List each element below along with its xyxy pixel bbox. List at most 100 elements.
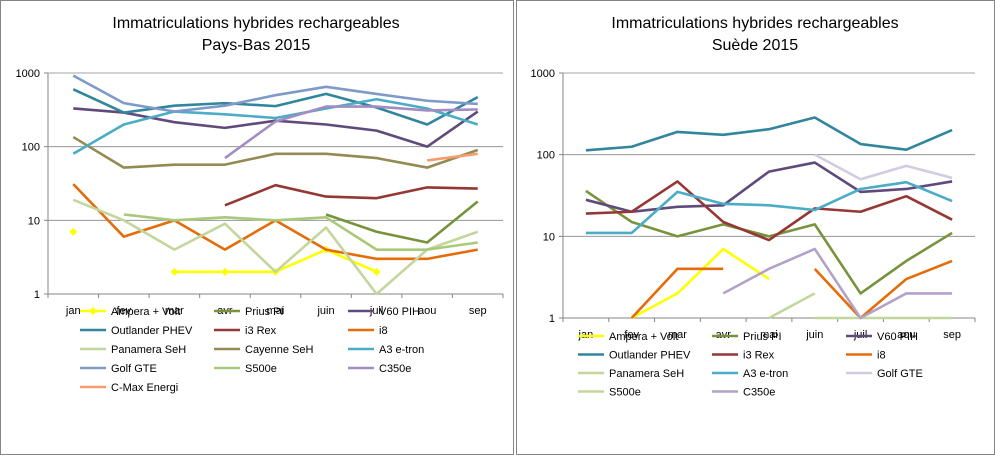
series-i3-rex (224, 183, 478, 207)
legend-item: i3 Rex (712, 350, 775, 362)
series-line (722, 247, 953, 320)
series-line (630, 267, 724, 319)
series-line (585, 116, 953, 152)
legend-label: Ampera + Volt (111, 306, 180, 318)
legend-item: S500e (578, 387, 641, 399)
series-line (585, 161, 953, 214)
series-line (585, 180, 953, 242)
legend-label: i8 (877, 350, 886, 362)
series-line (813, 259, 953, 320)
legend-label: i8 (379, 325, 388, 337)
legend-item: i8 (348, 325, 388, 337)
legend-label: i3 Rex (245, 325, 277, 337)
series-line (224, 183, 478, 207)
legend: Ampera + Volt Prius PI V60 PIH Outlander PH… (80, 306, 424, 394)
y-tick-label: 1 (34, 289, 40, 301)
series-line (814, 153, 953, 181)
legend-label: C350e (379, 363, 411, 375)
x-tick-label: mar (668, 329, 687, 341)
y-tick-label: 1000 (531, 68, 555, 80)
series-outlander-phev (72, 88, 479, 126)
legend-label: S500e (245, 363, 277, 375)
data-point (220, 267, 229, 276)
legend-label: V60 PIH (877, 331, 918, 343)
legend-label: Golf GTE (111, 363, 157, 375)
legend-label: C-Max Energi (111, 382, 178, 394)
series-a3-e-tron (72, 97, 479, 155)
series-panamera-seh (72, 198, 479, 296)
chart-title-line1: Immatriculations hybrides rechargeables (611, 15, 898, 32)
series-golf-gte (72, 74, 478, 113)
legend-label: Prius PI (245, 306, 284, 318)
series-line (585, 180, 953, 235)
x-tick-label: aou (418, 305, 436, 317)
chart-pays-bas: Immatriculations hybrides rechargeables … (0, 0, 514, 455)
x-tick-label: mai (760, 329, 778, 341)
legend-label: Outlander PHEV (609, 350, 691, 362)
series-s500e (123, 213, 478, 251)
legend-item: C-Max Energi (80, 382, 178, 394)
series-line (123, 213, 478, 251)
legend-item: Outlander PHEV (80, 325, 193, 337)
series-v60-pih (585, 161, 953, 214)
legend-label: Panamera SeH (111, 344, 186, 356)
legend-item: S500e (214, 363, 277, 375)
series-i3-rex (585, 180, 953, 242)
x-tick-label: jan (65, 305, 81, 317)
series-line (72, 88, 479, 126)
x-tick-label: juil (369, 305, 383, 317)
x-tick-label: sep (469, 305, 487, 317)
series-i8 (630, 259, 953, 320)
legend-item: Panamera SeH (578, 368, 684, 380)
series-cayenne-seh (72, 135, 479, 169)
legend-item: Prius PI (712, 331, 782, 343)
legend-item: Ampera + Volt (80, 306, 180, 318)
series-a3-e-tron (585, 180, 953, 235)
legend-label: Panamera SeH (609, 368, 684, 380)
legend-item: Golf GTE (846, 368, 923, 380)
legend-item: C350e (712, 387, 775, 399)
legend-label: Ampera + Volt (609, 331, 678, 343)
legend-item: C350e (348, 363, 411, 375)
x-tick-label: juin (316, 305, 334, 317)
series-prius-pi (585, 189, 953, 295)
chart-title-line2: Suède 2015 (712, 37, 798, 54)
series-outlander-phev (585, 116, 953, 152)
legend-item: Golf GTE (80, 363, 157, 375)
legend: Ampera + Volt Prius PI V60 PIH Outlander PH… (578, 331, 923, 399)
x-tick-label: juin (805, 329, 823, 341)
legend-item: Panamera SeH (80, 344, 186, 356)
legend-label: A3 e-tron (743, 368, 788, 380)
legend-label: C350e (743, 387, 775, 399)
legend-item: i3 Rex (214, 325, 277, 337)
x-tick-label: aou (897, 329, 915, 341)
legend-item: V60 PIH (846, 331, 918, 343)
legend-item: Ampera + Volt (578, 331, 678, 343)
series-line (631, 247, 770, 320)
x-tick-label: mar (165, 305, 184, 317)
legend-item: Cayenne SeH (214, 344, 314, 356)
data-point (372, 267, 381, 276)
series-line (426, 152, 478, 162)
series-c350e (224, 105, 478, 160)
legend-label: i3 Rex (743, 350, 775, 362)
chart-suede: Immatriculations hybrides rechargeables … (516, 0, 995, 455)
series-line (325, 200, 479, 244)
data-point (170, 267, 179, 276)
legend-label: Cayenne SeH (245, 344, 314, 356)
chart-frame (516, 0, 995, 455)
x-tick-label: fev (116, 305, 131, 317)
legend-label: V60 PIH (379, 306, 420, 318)
y-tick-label: 100 (537, 150, 555, 162)
x-tick-label: sep (943, 329, 961, 341)
chart-frame (0, 0, 514, 455)
series-ampera-volt (631, 247, 770, 320)
y-tick-label: 10 (543, 231, 555, 243)
series-line (72, 135, 479, 169)
y-tick-label: 1000 (16, 68, 40, 80)
legend-item: i8 (846, 350, 886, 362)
legend-label: Prius PI (743, 331, 782, 343)
series-line (768, 292, 816, 320)
